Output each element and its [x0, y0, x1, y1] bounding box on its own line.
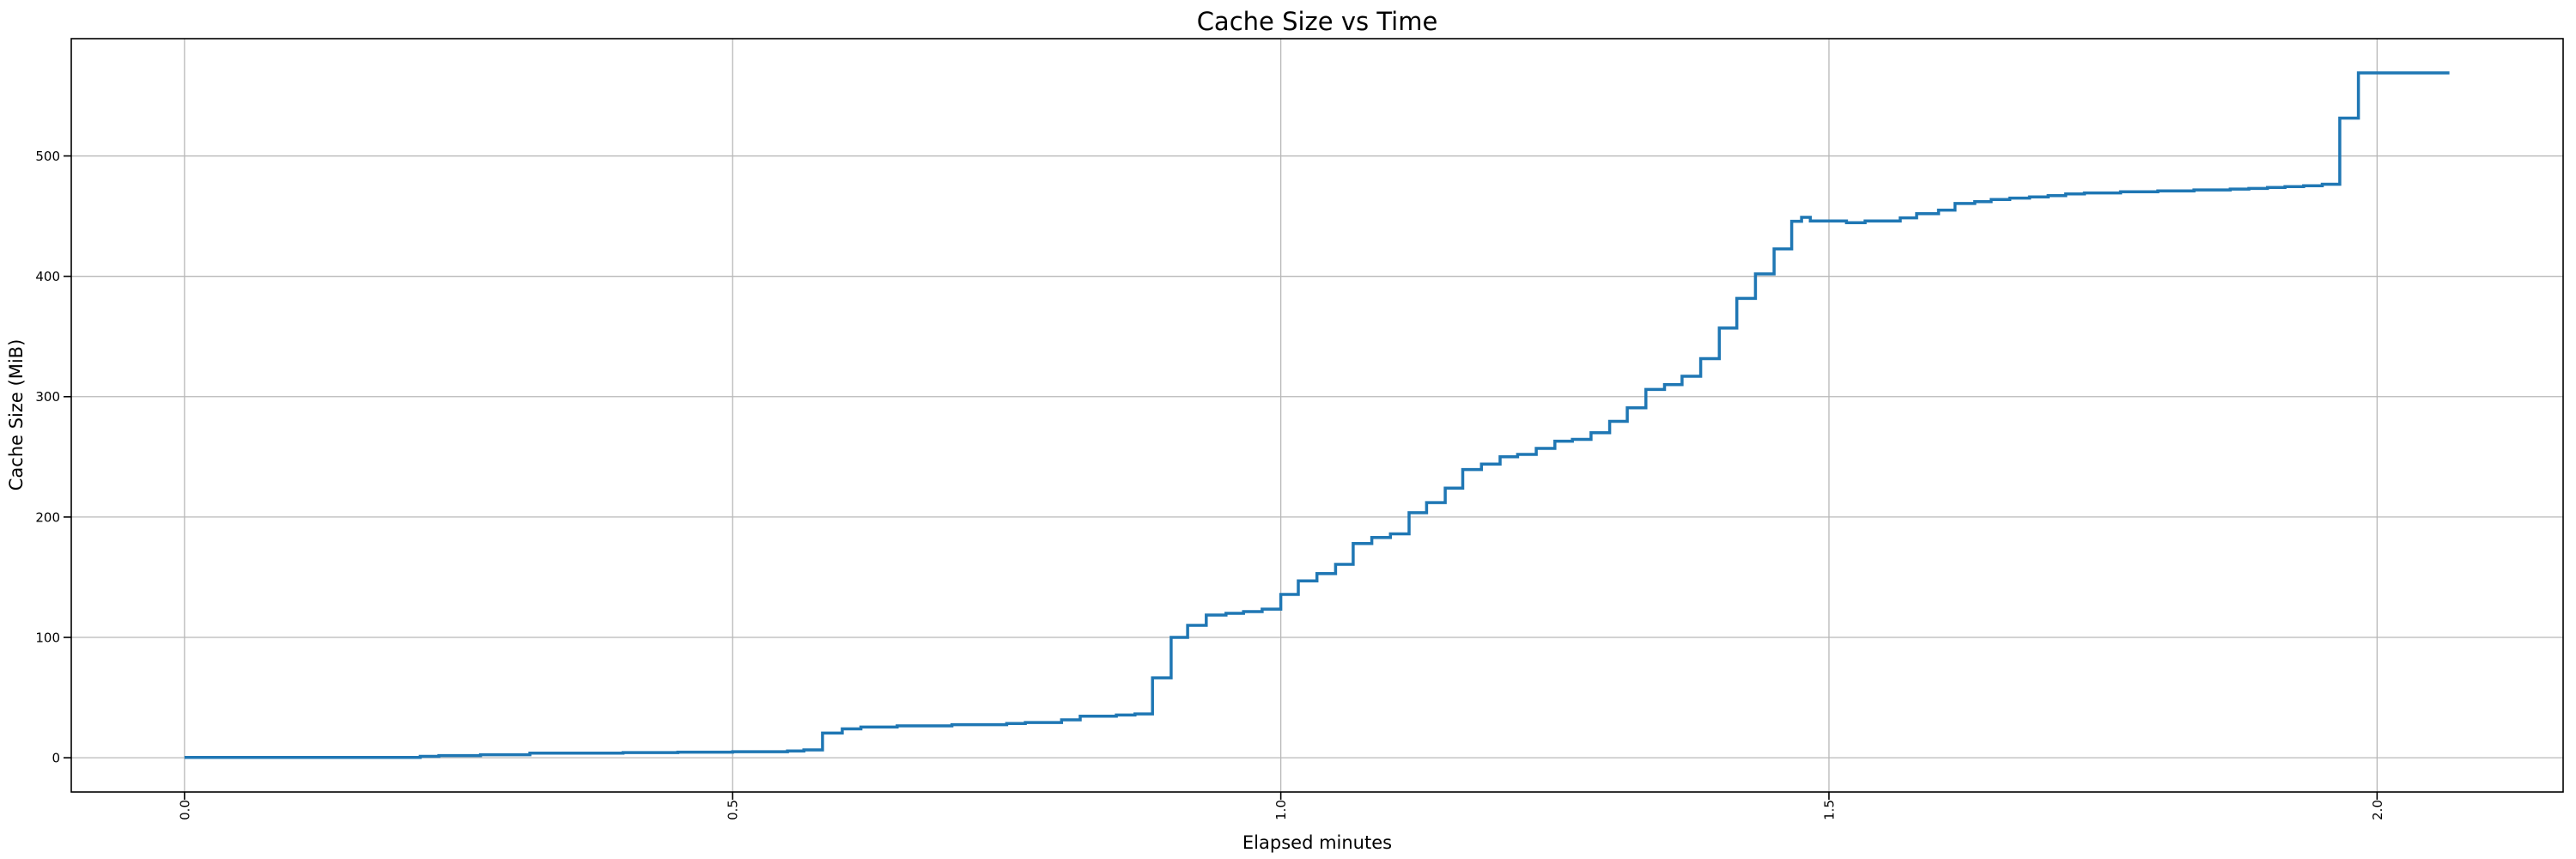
- y-tick-label: 500: [35, 149, 60, 164]
- x-axis-label: Elapsed minutes: [1242, 832, 1392, 853]
- x-tick-label: 1.0: [1273, 800, 1289, 820]
- x-tick-label: 0.5: [726, 800, 741, 820]
- x-tick-label: 0.0: [177, 800, 192, 820]
- y-tick-label: 0: [52, 751, 60, 766]
- y-tick-label: 200: [35, 509, 60, 525]
- gridlines: [71, 39, 2563, 792]
- y-tick-labels: 0 100 200 300 400 500: [35, 149, 60, 766]
- data-series: [184, 71, 2450, 759]
- y-tick-label: 300: [35, 389, 60, 405]
- x-tick-label: 1.5: [1821, 800, 1837, 820]
- y-axis-label: Cache Size (MiB): [6, 339, 27, 491]
- x-tick-labels: 0.0 0.5 1.0 1.5 2.0: [177, 800, 2385, 820]
- chart-title: Cache Size vs Time: [1197, 7, 1438, 36]
- y-tick-label: 100: [35, 630, 60, 645]
- series-line-cache-size: [184, 71, 2450, 759]
- plot-border: [70, 38, 2564, 793]
- y-tick-label: 400: [35, 269, 60, 284]
- x-tick-label: 2.0: [2370, 800, 2385, 820]
- tick-marks: [64, 155, 2379, 800]
